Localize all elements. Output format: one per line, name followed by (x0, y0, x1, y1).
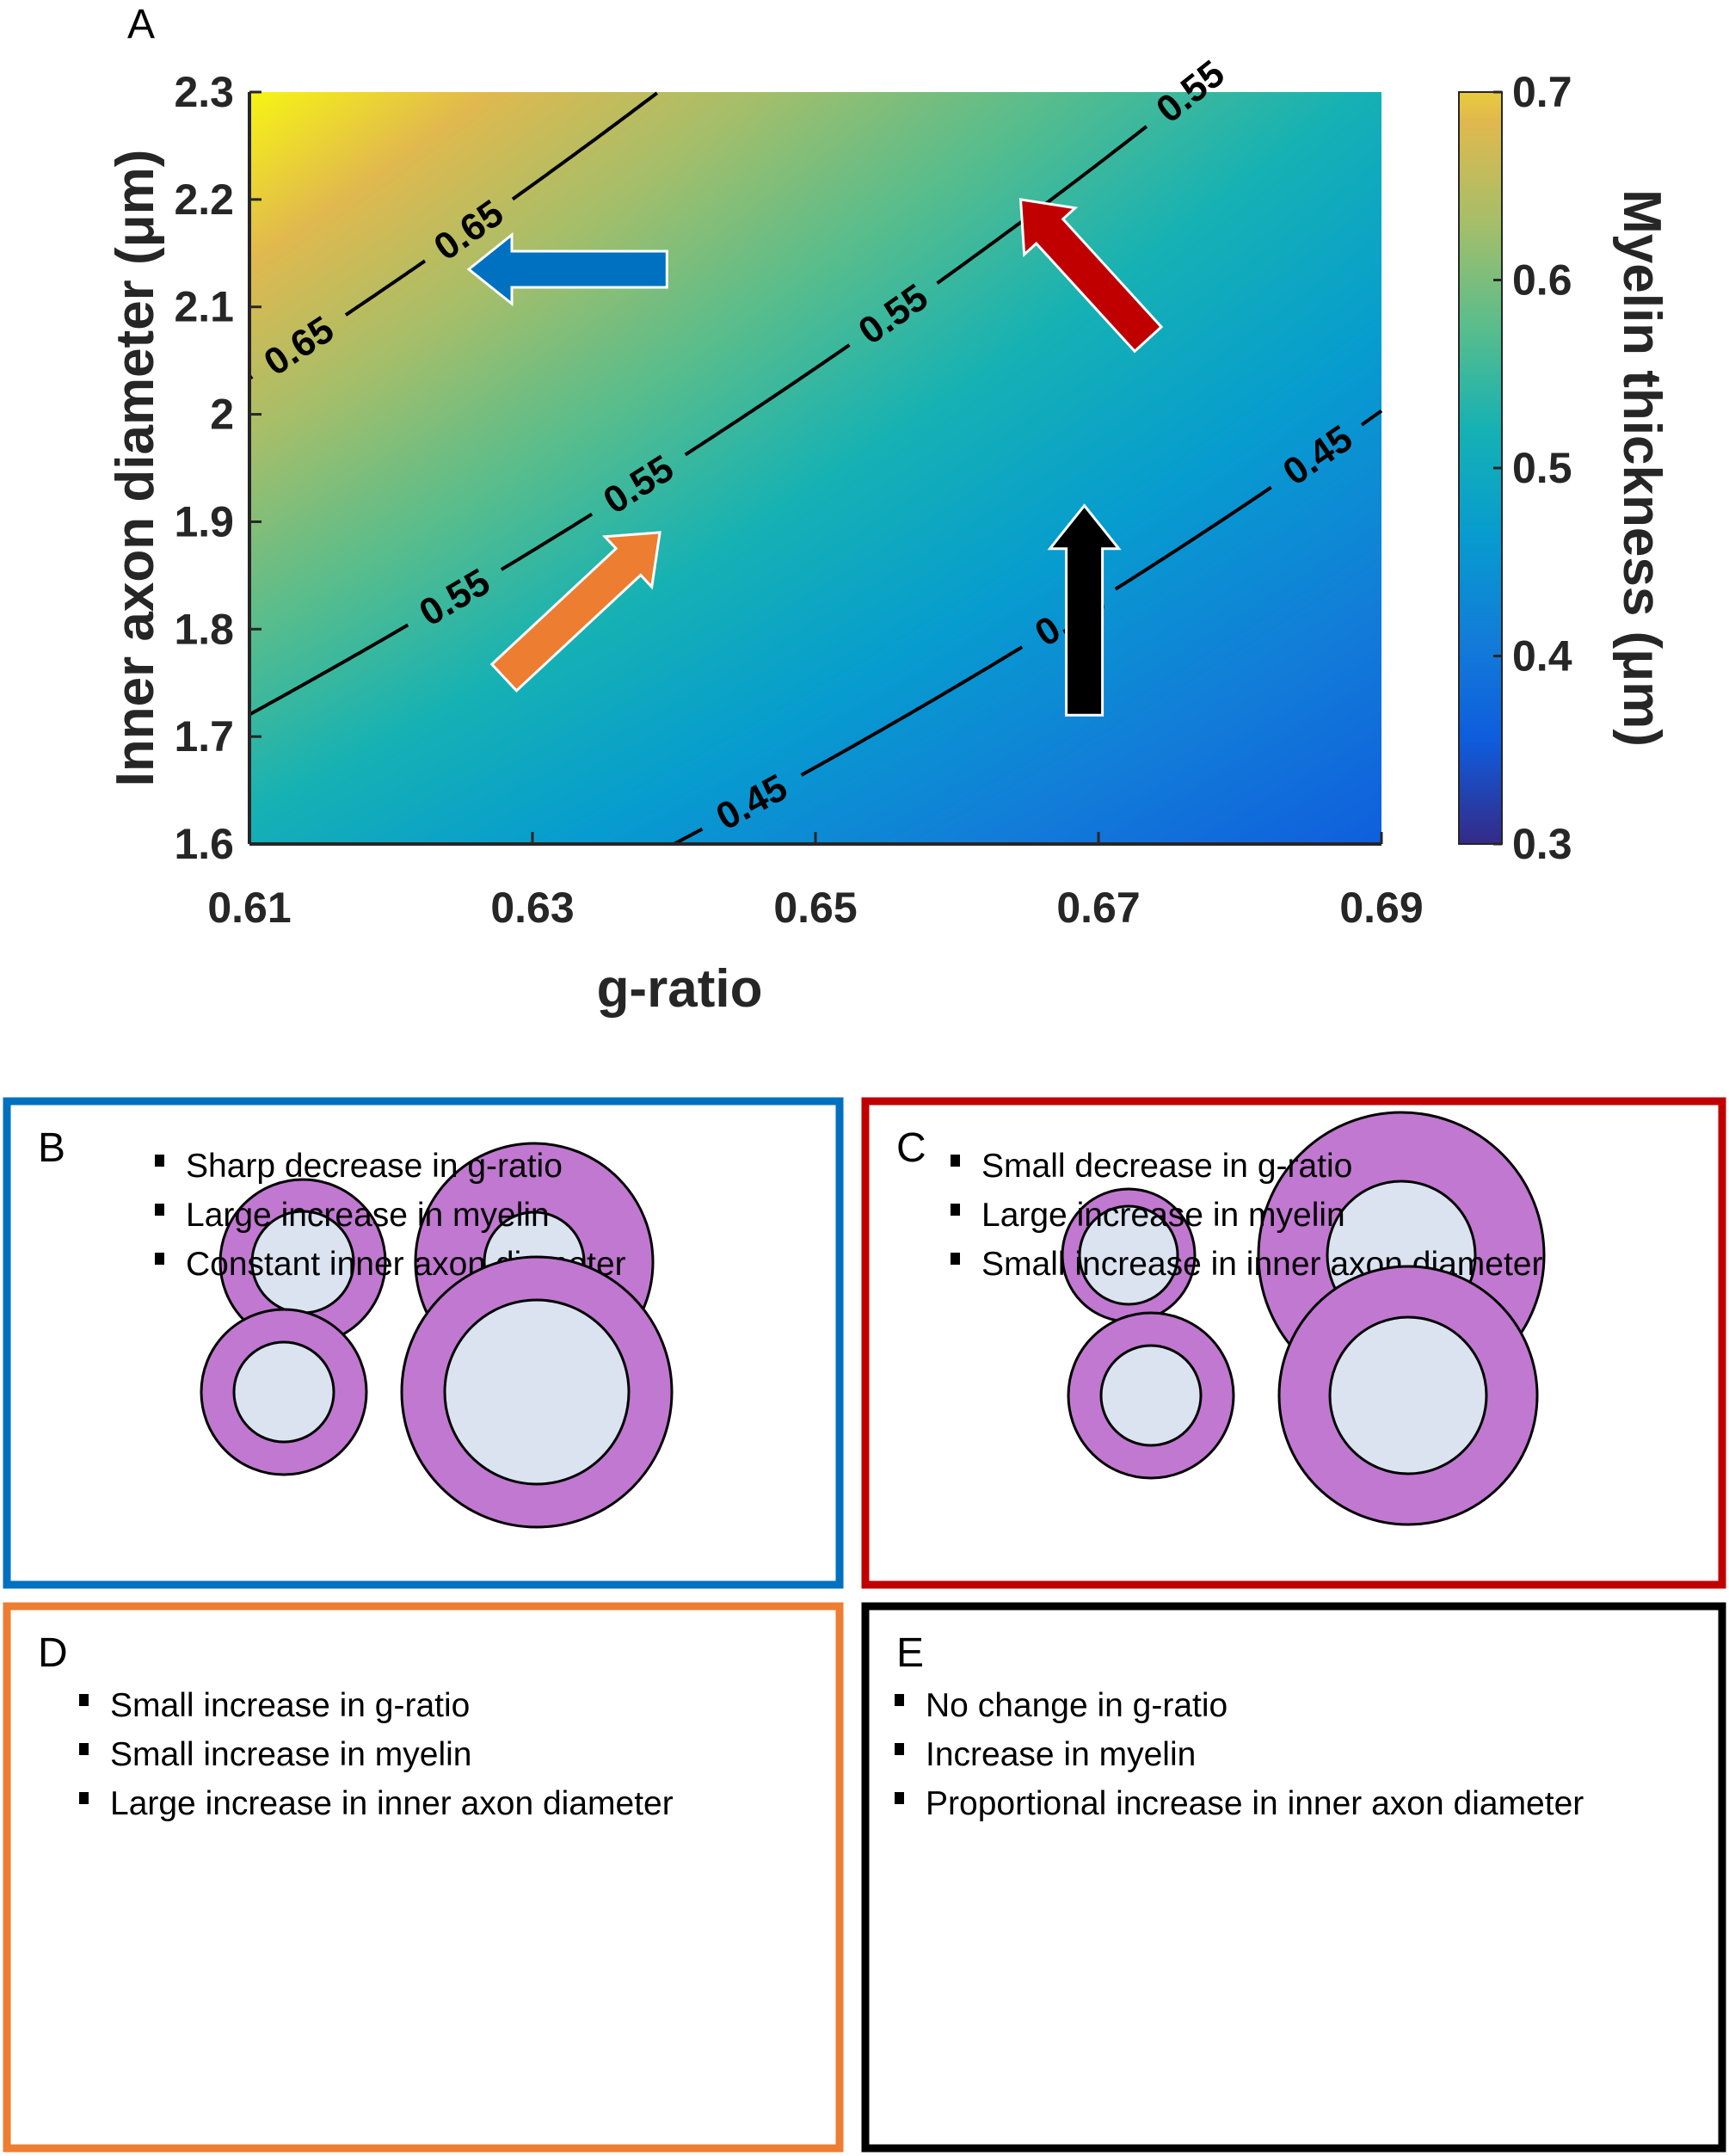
colorbar-tick-label: 0.5 (1512, 444, 1572, 492)
y-tick-label: 1.7 (174, 712, 234, 761)
contour-label: 0.55 (1148, 52, 1233, 132)
bullet-text: Small increase in myelin (110, 1736, 472, 1773)
bullet-icon (79, 1694, 89, 1706)
bullet-icon (951, 1253, 960, 1265)
colorbar-tick-label: 0.7 (1512, 68, 1572, 116)
contour-label: 0.55 (596, 447, 681, 522)
bullet-icon (895, 1743, 904, 1755)
panel-e: ENo change in g-ratio Increase in myelin P… (861, 1265, 1726, 2153)
colorbar-tick-label: 0.4 (1512, 632, 1572, 681)
contour-line (249, 623, 409, 717)
y-tick-label: 1.8 (174, 605, 234, 653)
contour-line (344, 259, 427, 317)
y-tick-label: 1.9 (174, 497, 234, 545)
bullet-text: Large increase in myelin (981, 1197, 1345, 1234)
arrow-annotation (1018, 198, 1164, 354)
contour-label: 0.45 (1276, 417, 1360, 494)
panel-label-a: A (127, 2, 155, 47)
bullet-text: Large increase in myelin (186, 1197, 550, 1234)
axes: 0.61 0.63 0.65 0.67 0.69 1.6 1.7 1.8 1.9 2 2.1 2.2 2… (174, 68, 1572, 932)
contour-label: 0.55 (851, 276, 935, 353)
arrow-annotation (1047, 503, 1122, 717)
x-tick-label: 0.63 (490, 884, 574, 932)
small-fiber-axon (1078, 1204, 1179, 1306)
x-axis-label: g-ratio (597, 959, 763, 1019)
y-tick-label: 2.1 (174, 283, 234, 331)
contour-line (1360, 409, 1383, 427)
y-tick-label: 2.2 (174, 176, 234, 224)
x-tick-label: 0.69 (1339, 884, 1423, 932)
bullet-text: Small decrease in g-ratio (981, 1148, 1352, 1185)
panels: B Sharp decrease in g-ratio Large increase… (3, 1097, 1726, 2153)
contour-line (500, 512, 594, 571)
panel-label: B (38, 1125, 65, 1171)
contour-line (673, 827, 704, 846)
bullet-text: Proportional increase in inner axon diam… (926, 1785, 1584, 1822)
contour-lines: 0.650.650.550.550.550.550.450.450.45 (248, 52, 1383, 846)
small-fiber-axon (1099, 1344, 1203, 1447)
arrows (466, 198, 1164, 717)
arrow-annotation (489, 531, 661, 693)
bullet-icon (79, 1792, 89, 1804)
small-fiber-axon (232, 1340, 335, 1444)
large-fiber-axon (443, 1298, 631, 1486)
bullet-text: Large increase in inner axon diameter (110, 1785, 674, 1822)
large-fiber-axon (1328, 1315, 1488, 1475)
y-axis-label: Inner axon diameter (μm) (106, 150, 165, 787)
panel-label: D (38, 1630, 68, 1676)
bullet-icon (155, 1204, 164, 1216)
x-tick-label: 0.67 (1056, 884, 1140, 932)
y-tick-label: 2 (210, 391, 234, 439)
bullet-icon (895, 1792, 904, 1804)
panel-border (3, 1602, 844, 2153)
colorbar-tick-label: 0.3 (1512, 820, 1572, 868)
bullet-icon (155, 1155, 164, 1167)
y-tick-label: 1.6 (174, 820, 234, 868)
x-tick-label: 0.61 (207, 884, 291, 932)
heatmap (249, 92, 1381, 844)
panel-label: C (896, 1125, 926, 1171)
y-tick-label: 2.3 (174, 68, 234, 116)
bullet-icon (155, 1253, 164, 1265)
bullet-text: Small increase in g-ratio (110, 1687, 470, 1724)
x-tick-label: 0.65 (773, 884, 857, 932)
arrow-annotation (466, 231, 668, 307)
bullet-text: Increase in myelin (926, 1736, 1196, 1773)
colorbar-tick-label: 0.6 (1512, 256, 1572, 305)
contour-line (800, 645, 1024, 777)
bullet-icon (951, 1155, 960, 1167)
contour-label: 0.65 (256, 308, 341, 384)
bullet-text: Sharp decrease in g-ratio (186, 1148, 563, 1185)
bullet-icon (79, 1743, 89, 1755)
contour-label: 0.45 (710, 767, 795, 839)
bullet-icon (895, 1694, 904, 1706)
panel-label: E (896, 1630, 924, 1676)
contour-label: 0.55 (412, 561, 497, 635)
contour-line (684, 343, 851, 457)
bullet-text: No change in g-ratio (926, 1687, 1228, 1724)
bullet-icon (951, 1204, 960, 1216)
panel-d: D Small increase in g-ratio Small increase… (3, 1255, 844, 2153)
contour-line (1114, 485, 1272, 591)
contour-line (511, 91, 659, 201)
panel-border (861, 1602, 1726, 2153)
colorbar-label: Myelin thickness (μm) (1612, 189, 1671, 747)
